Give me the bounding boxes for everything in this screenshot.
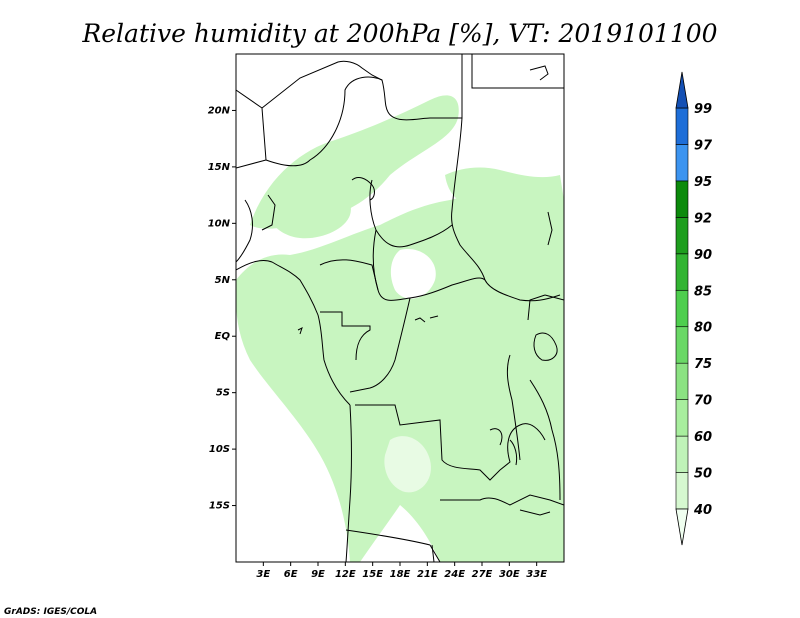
border-chad-car — [369, 179, 453, 248]
lon-tick-label: 21E — [417, 569, 438, 580]
lake-mweru — [509, 439, 518, 466]
border-angola-namibia — [345, 529, 441, 562]
colorbar-label: 50 — [694, 467, 712, 482]
longitude-ticks: 3E 6E 9E 12E 15E 18E 21E 24E 27E 30E 33E — [256, 562, 547, 580]
colorbar-label: 70 — [694, 394, 712, 409]
lat-tick-label: 10N — [208, 218, 231, 229]
humidity-region-main — [236, 193, 564, 562]
colorbar-segment — [675, 253, 689, 291]
dry-patch-southwest — [236, 390, 305, 562]
border-zambia — [440, 494, 564, 506]
lon-tick-label: 3E — [256, 569, 270, 580]
colorbar-label: 40 — [693, 503, 712, 518]
border-gabon — [320, 311, 371, 361]
humidity-region-east — [445, 167, 564, 209]
coastline-southwest — [345, 404, 352, 562]
colorbar-label: 60 — [694, 430, 712, 445]
colorbar-label: 99 — [694, 102, 712, 117]
border-namibia — [431, 544, 435, 562]
lat-tick-label: EQ — [215, 331, 231, 342]
lake-kariba — [519, 509, 551, 516]
lake-tanganyika — [506, 354, 521, 461]
lon-tick-label: 6E — [284, 569, 298, 580]
colorbar-segment — [675, 326, 689, 364]
border-north — [261, 60, 383, 109]
lake-malawi — [529, 379, 561, 501]
lat-tick-label: 10S — [209, 444, 230, 455]
lon-tick-label: 15E — [362, 569, 383, 580]
humidity-field — [236, 95, 564, 562]
country-borders — [236, 54, 564, 562]
colorbar-label: 95 — [694, 175, 712, 190]
border-ethiopia — [547, 211, 553, 246]
colorbar: 40 50 60 70 75 80 85 90 92 95 97 99 — [675, 71, 713, 546]
lake-chad — [351, 177, 375, 201]
border-drc-angola — [355, 404, 546, 481]
lake-detail — [489, 428, 503, 446]
border-kenya — [544, 294, 564, 301]
colorbar-segment — [675, 289, 689, 328]
colorbar-segment — [675, 144, 689, 182]
border-sahel — [265, 54, 463, 167]
colorbar-segment — [675, 435, 689, 473]
colorbar-low-cap — [675, 508, 689, 546]
humidity-region-west — [266, 183, 351, 239]
coastline-west — [236, 259, 351, 406]
island-detail — [297, 327, 303, 335]
colorbar-label: 85 — [694, 284, 712, 299]
border-cameroon — [319, 259, 379, 291]
lon-tick-label: 12E — [335, 569, 356, 580]
border-westafrica — [236, 199, 253, 263]
dry-patch-central — [390, 249, 436, 299]
lat-tick-label: 5S — [216, 388, 230, 399]
colorbar-label: 75 — [694, 357, 712, 372]
map-title: Relative humidity at 200hPa [%], VT: 201… — [81, 19, 717, 48]
border-congo — [349, 297, 411, 393]
humidity-region-lighter — [384, 436, 431, 493]
border-libya-egypt — [471, 54, 564, 89]
river-nile-delta — [529, 65, 549, 81]
colorbar-high-cap — [675, 71, 689, 109]
lon-tick-label: 9E — [311, 569, 325, 580]
lon-tick-label: 30E — [499, 569, 520, 580]
colorbar-label: 92 — [694, 211, 712, 226]
colorbar-segment — [675, 107, 689, 145]
colorbar-label: 90 — [694, 248, 712, 263]
lat-tick-label: 15S — [209, 501, 230, 512]
border-uganda — [527, 294, 546, 321]
map-panel: 3E 6E 9E 12E 15E 18E 21E 24E 27E 30E 33E 20N 15N 10N… — [208, 53, 565, 580]
colorbar-label: 80 — [694, 321, 712, 336]
river-detail-2 — [429, 315, 439, 319]
border-nigeria — [261, 194, 276, 231]
lon-tick-label: 27E — [472, 569, 493, 580]
lat-tick-label: 20N — [208, 105, 231, 116]
colorbar-segment — [675, 399, 689, 437]
lon-tick-label: 18E — [390, 569, 411, 580]
grads-credit: GrADS: IGES/COLA — [4, 607, 97, 617]
colorbar-segment — [675, 472, 689, 510]
colorbar-segment — [675, 362, 689, 400]
border-central-east — [451, 117, 561, 302]
latitude-ticks: 20N 15N 10N 5N EQ 5S 10S 15S — [208, 105, 236, 512]
lat-tick-label: 5N — [215, 275, 231, 286]
lon-tick-label: 24E — [444, 569, 465, 580]
lon-tick-label: 33E — [526, 569, 547, 580]
border-nw-1 — [236, 89, 267, 169]
lake-victoria — [533, 332, 558, 361]
colorbar-segment — [675, 180, 689, 218]
colorbar-label: 97 — [694, 138, 713, 153]
lat-tick-label: 15N — [208, 162, 231, 173]
colorbar-segment — [675, 217, 689, 255]
river-detail-1 — [414, 317, 426, 323]
